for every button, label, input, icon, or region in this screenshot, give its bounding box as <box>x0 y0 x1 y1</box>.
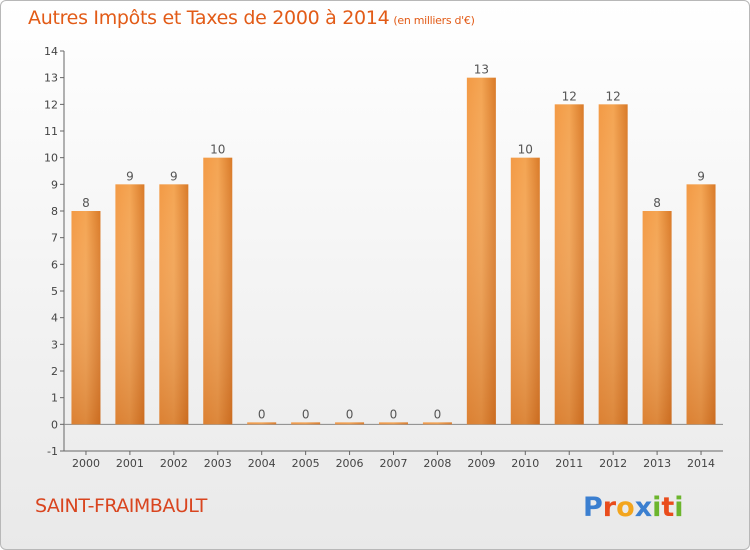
bar-shade-2009 <box>466 77 496 425</box>
bar-shade-2014 <box>686 184 716 425</box>
x-tick-label-2008: 2008 <box>423 457 451 470</box>
y-tick-label: 6 <box>51 258 58 271</box>
x-tick-label-2013: 2013 <box>643 457 671 470</box>
bar-shade-2007 <box>379 422 408 425</box>
data-label-2009: 13 <box>474 63 489 77</box>
y-tick-label: 5 <box>51 285 58 298</box>
data-label-2013: 8 <box>653 196 661 210</box>
svg-text:Proxiti: Proxiti <box>583 492 684 522</box>
data-label-2000: 8 <box>82 196 90 210</box>
title-text: Autres Impôts et Taxes de 2000 à 2014 <box>28 7 390 29</box>
x-tick-label-2009: 2009 <box>467 457 495 470</box>
commune-name: SAINT-FRAIMBAULT <box>35 495 207 517</box>
bar-shade-2008 <box>422 422 452 425</box>
y-tick-label: 7 <box>51 232 58 245</box>
x-tick-label-2012: 2012 <box>599 457 627 470</box>
x-tick-label-2011: 2011 <box>555 457 583 470</box>
y-tick-label: 8 <box>51 205 58 218</box>
y-tick-label: 9 <box>51 178 58 191</box>
data-label-2005: 0 <box>302 407 310 421</box>
data-label-2008: 0 <box>434 407 442 421</box>
bar-shade-2000 <box>71 211 101 425</box>
bar-shade-2006 <box>335 422 365 425</box>
y-tick-label: 14 <box>44 45 58 58</box>
x-tick-label-2006: 2006 <box>336 457 364 470</box>
data-label-2002: 9 <box>170 169 178 183</box>
data-label-2010: 10 <box>518 143 533 157</box>
x-tick-label-2010: 2010 <box>511 457 539 470</box>
y-tick-label: 0 <box>51 418 58 431</box>
y-tick-label: 10 <box>44 152 58 165</box>
y-tick-label: 12 <box>44 98 58 111</box>
bar-shade-2003 <box>203 157 233 425</box>
bar-shade-2005 <box>291 422 321 425</box>
data-label-2004: 0 <box>258 407 266 421</box>
data-label-2011: 12 <box>562 89 577 103</box>
bar-shade-2011 <box>554 104 584 425</box>
bar-shade-2010 <box>510 157 540 425</box>
data-label-2006: 0 <box>346 407 354 421</box>
bar-shade-2004 <box>247 422 277 425</box>
y-tick-label: 4 <box>51 312 58 325</box>
y-tick-label: 13 <box>44 72 58 85</box>
data-label-2014: 9 <box>697 169 705 183</box>
x-tick-label-2002: 2002 <box>160 457 188 470</box>
data-label-2012: 12 <box>606 89 621 103</box>
y-tick-label: 2 <box>51 365 58 378</box>
chart-title: Autres Impôts et Taxes de 2000 à 2014 (en… <box>28 7 475 29</box>
y-tick-label: 3 <box>51 338 58 351</box>
bar-shade-2001 <box>115 184 145 425</box>
y-tick-label: 1 <box>51 392 58 405</box>
data-label-2003: 10 <box>210 143 225 157</box>
data-label-2001: 9 <box>126 169 134 183</box>
bar-shade-2013 <box>642 211 672 425</box>
x-tick-label-2014: 2014 <box>687 457 715 470</box>
title-unit: (en milliers d'€) <box>393 14 475 27</box>
proxiti-logo: Proxiti <box>583 492 684 522</box>
x-tick-label-2005: 2005 <box>292 457 320 470</box>
data-label-2007: 0 <box>390 407 398 421</box>
x-tick-label-2003: 2003 <box>204 457 232 470</box>
y-tick-label: -1 <box>47 445 58 458</box>
bar-shade-2002 <box>159 184 189 425</box>
x-tick-label-2007: 2007 <box>380 457 408 470</box>
x-tick-label-2004: 2004 <box>248 457 276 470</box>
y-tick-label: 11 <box>44 125 58 138</box>
x-tick-label-2000: 2000 <box>72 457 100 470</box>
bar-shade-2012 <box>598 104 628 425</box>
x-tick-label-2001: 2001 <box>116 457 144 470</box>
